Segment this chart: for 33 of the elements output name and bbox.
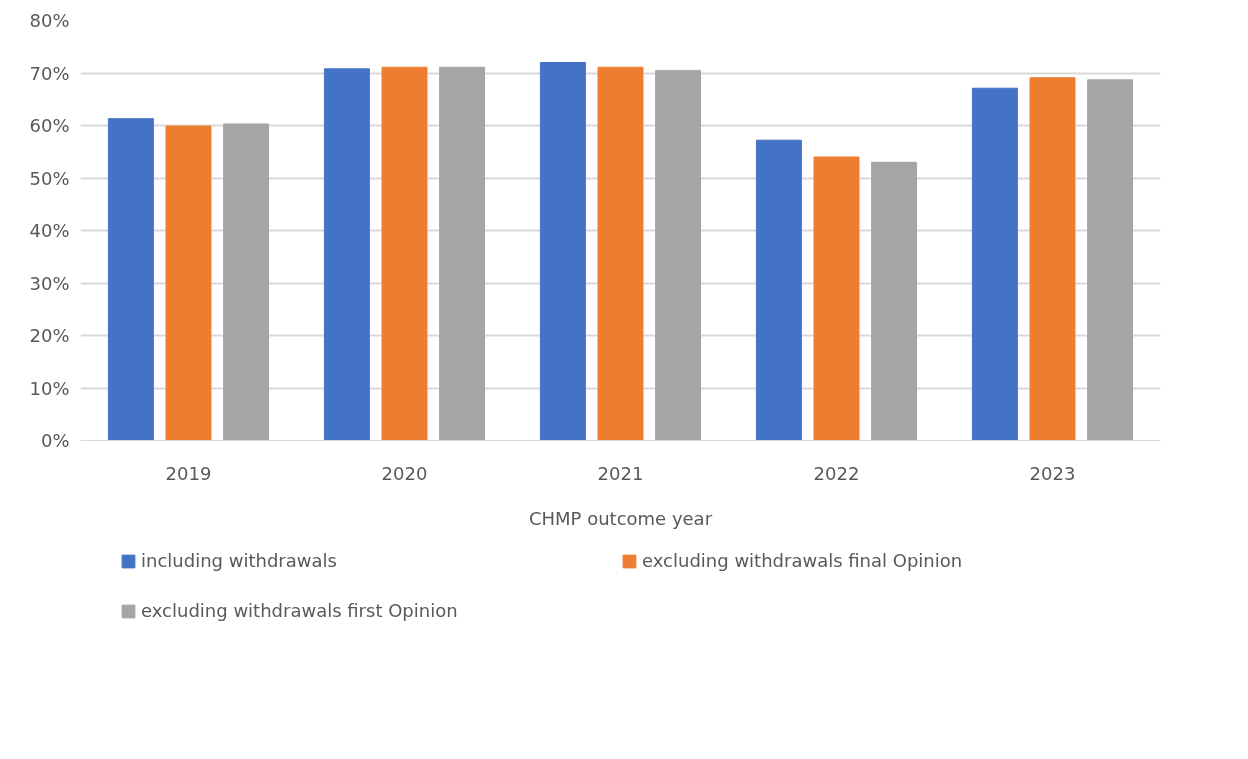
bar — [539, 62, 586, 441]
y-tick-label: 80% — [29, 10, 70, 31]
x-tick-label: 2020 — [381, 462, 428, 484]
y-tick-label: 0% — [40, 430, 70, 451]
bar — [971, 87, 1018, 441]
bar — [597, 66, 644, 441]
x-axis-title: CHMP outcome year — [528, 507, 713, 529]
x-tick-label: 2019 — [165, 462, 212, 484]
bar — [439, 66, 486, 441]
y-tick-label: 50% — [29, 167, 70, 189]
bar — [323, 68, 370, 441]
bar — [381, 66, 428, 441]
x-tick-label: 2022 — [813, 462, 860, 484]
legend-label: excluding withdrawals final Opinion — [642, 550, 964, 571]
bar — [165, 125, 212, 441]
bar — [755, 139, 802, 441]
bar — [1087, 79, 1134, 441]
y-tick-label: 40% — [29, 220, 70, 241]
bar — [107, 118, 154, 441]
y-tick-label: 20% — [29, 325, 70, 346]
y-tick-label: 30% — [29, 272, 70, 294]
legend-label: including withdrawals — [141, 550, 338, 571]
y-tick-label: 10% — [29, 377, 70, 399]
y-tick-label: 70% — [29, 62, 70, 84]
y-tick-label: 60% — [29, 115, 70, 136]
bar — [1029, 77, 1076, 441]
bar — [813, 156, 860, 441]
bar — [871, 161, 918, 441]
legend-label: excluding withdrawals first Opinion — [141, 600, 459, 621]
bar — [223, 123, 270, 441]
x-tick-label: 2023 — [1029, 462, 1076, 484]
x-tick-label: 2021 — [597, 462, 644, 484]
bar — [655, 69, 702, 441]
